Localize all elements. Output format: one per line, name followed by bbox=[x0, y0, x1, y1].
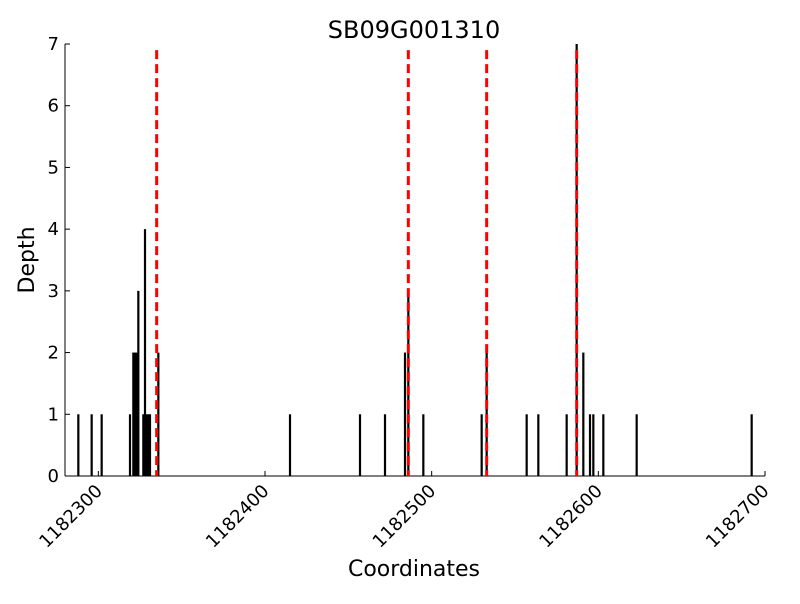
depth-bar bbox=[157, 352, 160, 476]
depth-bar bbox=[525, 414, 528, 476]
depth-bar bbox=[588, 414, 592, 476]
y-tick-label: 1 bbox=[48, 404, 59, 425]
depth-bar bbox=[575, 44, 578, 476]
y-tick-label: 0 bbox=[48, 466, 59, 487]
depth-bar bbox=[100, 414, 103, 476]
depth-bar bbox=[602, 414, 605, 476]
x-tick-label: 1182300 bbox=[35, 481, 107, 553]
depth-bar bbox=[288, 414, 292, 476]
depth-bar bbox=[133, 352, 137, 476]
depth-bar bbox=[537, 414, 540, 476]
depth-bar bbox=[407, 290, 410, 476]
depth-bar bbox=[750, 414, 753, 476]
depth-bar bbox=[422, 414, 425, 476]
depth-bar bbox=[77, 414, 80, 476]
chart-title: SB09G001310 bbox=[328, 16, 500, 44]
depth-bar bbox=[147, 414, 150, 476]
depth-bar bbox=[132, 352, 135, 476]
depth-bar bbox=[635, 414, 638, 476]
depth-bar bbox=[135, 352, 138, 476]
depth-bar bbox=[403, 352, 407, 476]
x-tick-label: 1182700 bbox=[702, 481, 774, 553]
depth-bar bbox=[148, 414, 152, 476]
y-tick-label: 6 bbox=[48, 96, 59, 117]
y-tick-label: 5 bbox=[48, 157, 59, 178]
y-tick-label: 2 bbox=[48, 343, 59, 364]
x-tick-label: 1182600 bbox=[535, 481, 607, 553]
depth-bar bbox=[480, 414, 483, 476]
depth-bar bbox=[142, 414, 145, 476]
x-tick-label: 1182500 bbox=[369, 481, 441, 553]
x-tick-label: 1182400 bbox=[202, 481, 274, 553]
depth-bar bbox=[565, 414, 568, 476]
y-tick-label: 4 bbox=[48, 219, 59, 240]
y-tick-label: 3 bbox=[48, 281, 59, 302]
depth-bar bbox=[128, 414, 132, 476]
depth-bar bbox=[137, 290, 140, 476]
x-axis-label: Coordinates bbox=[348, 557, 480, 582]
depth-bar bbox=[145, 414, 148, 476]
depth-bar bbox=[592, 414, 595, 476]
depth-bar bbox=[90, 414, 93, 476]
depth-bar bbox=[582, 352, 585, 476]
depth-bar bbox=[358, 414, 362, 476]
depth-bar bbox=[383, 414, 387, 476]
plot-area: 0 1 2 3 4 5 6 7 1182300 1182400 1182500 1182600 1182… bbox=[35, 34, 773, 552]
depth-bar bbox=[143, 229, 147, 476]
y-tick-label: 7 bbox=[48, 34, 59, 55]
y-axis-label: Depth bbox=[15, 226, 40, 293]
